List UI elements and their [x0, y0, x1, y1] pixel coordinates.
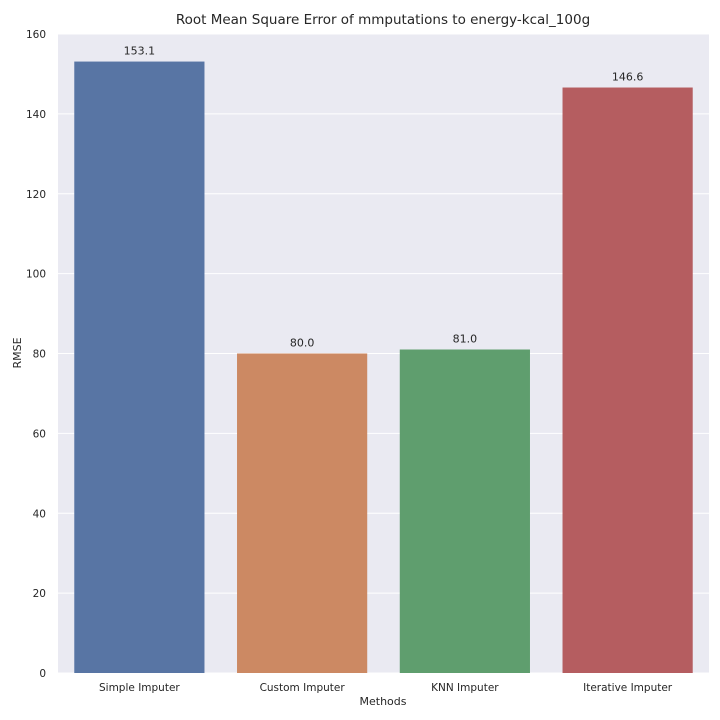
y-tick-label: 0	[39, 668, 46, 680]
x-tick-label: Custom Imputer	[260, 682, 346, 694]
y-tick-label: 80	[33, 349, 46, 361]
x-axis-ticks: Simple Imputer Custom Imputer KNN Imputer I…	[99, 682, 673, 694]
bar	[562, 87, 693, 674]
chart-title: Root Mean Square Error of mmputations to…	[176, 12, 590, 28]
y-axis-ticks: 0 20 40 60 80 100 120 140 160	[26, 29, 46, 680]
y-axis-label: RMSE	[11, 337, 24, 368]
bar-value-label: 80.0	[290, 337, 315, 350]
bar-value-label: 153.1	[124, 45, 156, 58]
y-tick-label: 120	[26, 189, 46, 201]
x-tick-label: Iterative Imputer	[583, 682, 673, 694]
x-axis-label: Methods	[360, 695, 407, 708]
bar	[237, 353, 368, 673]
data-labels: 153.1 80.0 81.0 146.6	[124, 45, 644, 350]
y-tick-label: 100	[26, 269, 46, 281]
x-tick-label: Simple Imputer	[99, 682, 180, 694]
y-tick-label: 20	[33, 588, 46, 600]
bar	[74, 61, 205, 673]
bar-value-label: 146.6	[612, 71, 644, 84]
bar	[399, 349, 530, 673]
y-tick-label: 40	[33, 508, 46, 520]
y-tick-label: 60	[33, 428, 46, 440]
y-tick-label: 160	[26, 29, 46, 41]
x-tick-label: KNN Imputer	[431, 682, 499, 694]
bars	[74, 61, 693, 674]
bar-value-label: 81.0	[453, 333, 478, 346]
y-tick-label: 140	[26, 109, 46, 121]
